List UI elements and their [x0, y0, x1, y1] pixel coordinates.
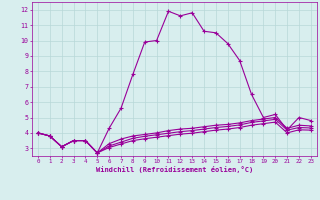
- X-axis label: Windchill (Refroidissement éolien,°C): Windchill (Refroidissement éolien,°C): [96, 166, 253, 173]
